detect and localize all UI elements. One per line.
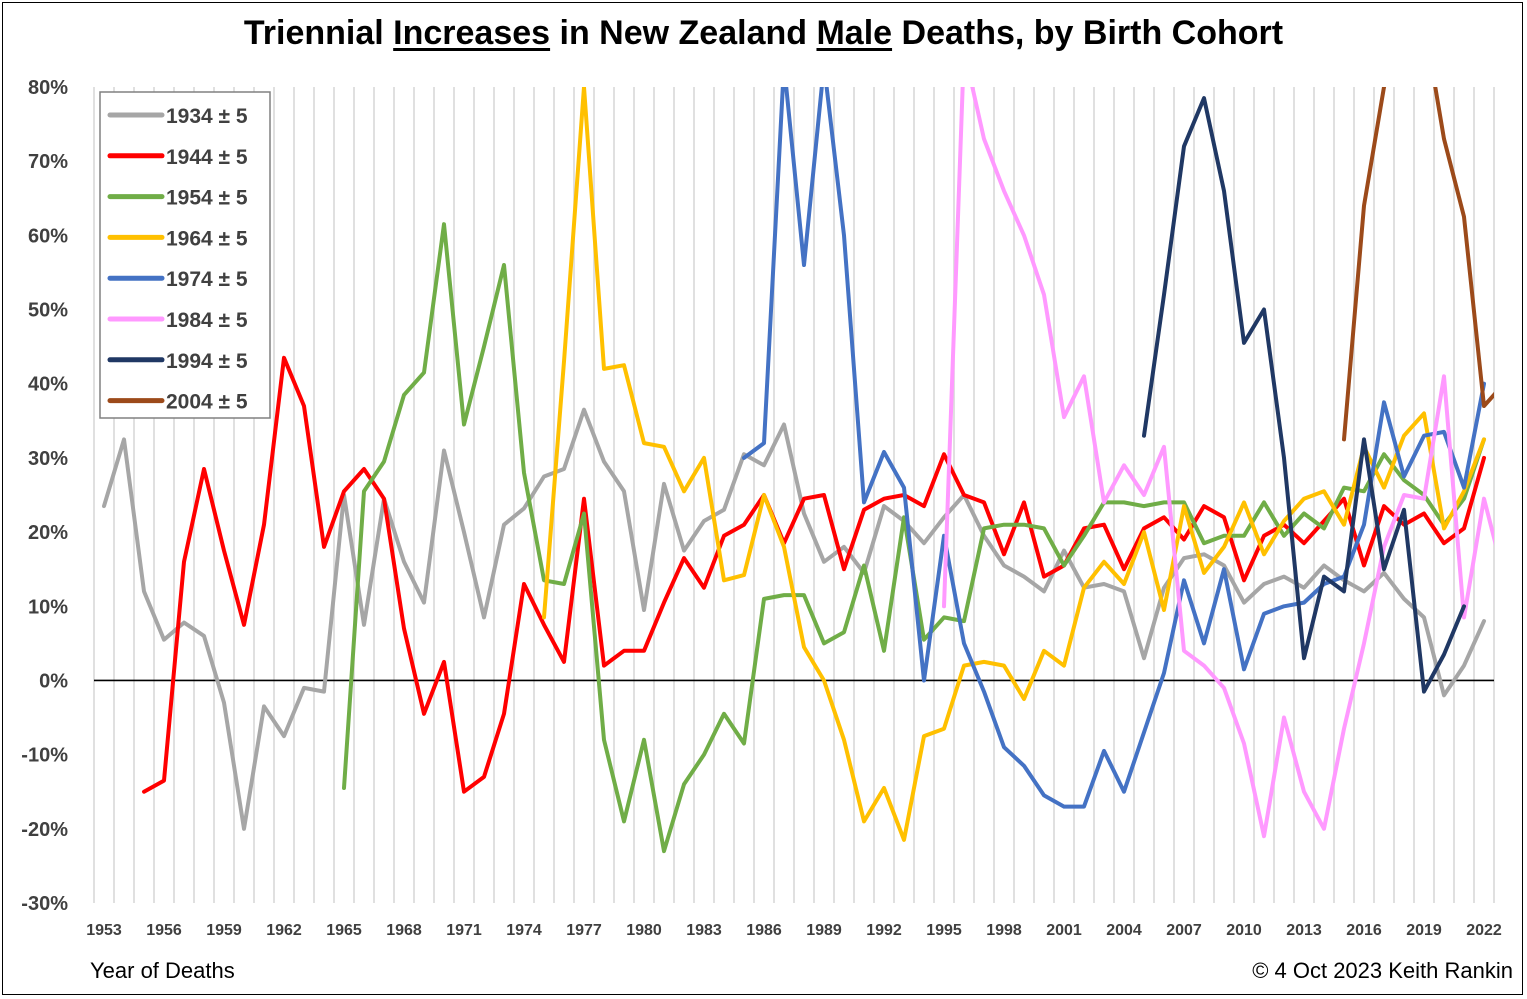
y-tick-label: 70%	[28, 151, 68, 173]
y-tick-label: 80%	[28, 77, 68, 99]
x-tick-label: 2016	[1346, 922, 1382, 939]
x-axis-title: Year of Deaths	[90, 958, 235, 983]
series-line-1994	[1142, 96, 1466, 694]
gridlines	[93, 87, 1495, 903]
x-tick-label: 1986	[746, 922, 782, 939]
x-tick-label: 2010	[1226, 922, 1262, 939]
title-underlined-increases: Increases	[393, 14, 551, 52]
x-tick-label: 1974	[506, 922, 542, 939]
x-tick-label: 2019	[1406, 922, 1442, 939]
title-underlined-male: Male	[816, 14, 893, 52]
x-tick-label: 1956	[146, 922, 182, 939]
legend-box	[99, 91, 271, 419]
x-tick-label: 1953	[86, 922, 122, 939]
legend: 1934 ± 5 1944 ± 5 1954 ± 5 1964 ± 5 1974 ± 5…	[99, 91, 271, 419]
legend-entry: 1984 ± 5	[166, 309, 248, 332]
copyright-credit: © 4 Oct 2023 Keith Rankin	[1252, 958, 1513, 983]
x-tick-label: 1977	[566, 922, 602, 939]
x-tick-label: 1989	[806, 922, 842, 939]
series-lines	[102, 87, 1494, 854]
legend-entry: 1964 ± 5	[166, 227, 248, 250]
x-tick-label: 1998	[986, 922, 1022, 939]
legend-entry: 1994 ± 5	[166, 350, 248, 373]
legend-entry: 1954 ± 5	[166, 187, 248, 210]
x-tick-label: 2001	[1046, 922, 1082, 939]
y-tick-label: 40%	[28, 374, 68, 396]
x-tick-label: 1995	[926, 922, 962, 939]
x-tick-label: 2013	[1286, 922, 1322, 939]
legend-entry: 1974 ± 5	[166, 268, 248, 291]
series-line-1984	[942, 87, 1494, 839]
x-tick-label: 2004	[1106, 922, 1142, 939]
x-tick-label: 1983	[686, 922, 722, 939]
y-tick-label: 60%	[28, 225, 68, 247]
y-tick-label: 20%	[28, 522, 68, 544]
x-tick-label: 1980	[626, 922, 662, 939]
x-tick-label: 2007	[1166, 922, 1202, 939]
x-tick-label: 1992	[866, 922, 902, 939]
series-line-1964	[542, 87, 1486, 842]
legend-entry: 2004 ± 5	[166, 391, 248, 414]
y-tick-label: 10%	[28, 596, 68, 618]
y-tick-label: 50%	[28, 300, 68, 322]
y-tick-label: -10%	[21, 745, 68, 767]
x-tick-label: 1962	[266, 922, 302, 939]
x-tick-label: 1971	[446, 922, 482, 939]
x-tick-label: 1968	[386, 922, 422, 939]
series-line-1934	[102, 407, 1486, 831]
chart-title: Triennial Increases in New Zealand Male …	[243, 14, 1284, 52]
y-tick-label: -20%	[21, 819, 68, 841]
y-tick-label: 0%	[39, 670, 68, 692]
x-tick-label: 1959	[206, 922, 242, 939]
x-tick-label: 2022	[1466, 922, 1502, 939]
series-line-2004	[1342, 87, 1494, 442]
y-tick-label: 30%	[28, 448, 68, 470]
legend-entry: 1934 ± 5	[166, 105, 248, 128]
legend-entry: 1944 ± 5	[166, 146, 248, 169]
y-tick-label: -30%	[21, 893, 68, 915]
series-line-1974	[742, 87, 1486, 809]
x-tick-label: 1965	[326, 922, 362, 939]
